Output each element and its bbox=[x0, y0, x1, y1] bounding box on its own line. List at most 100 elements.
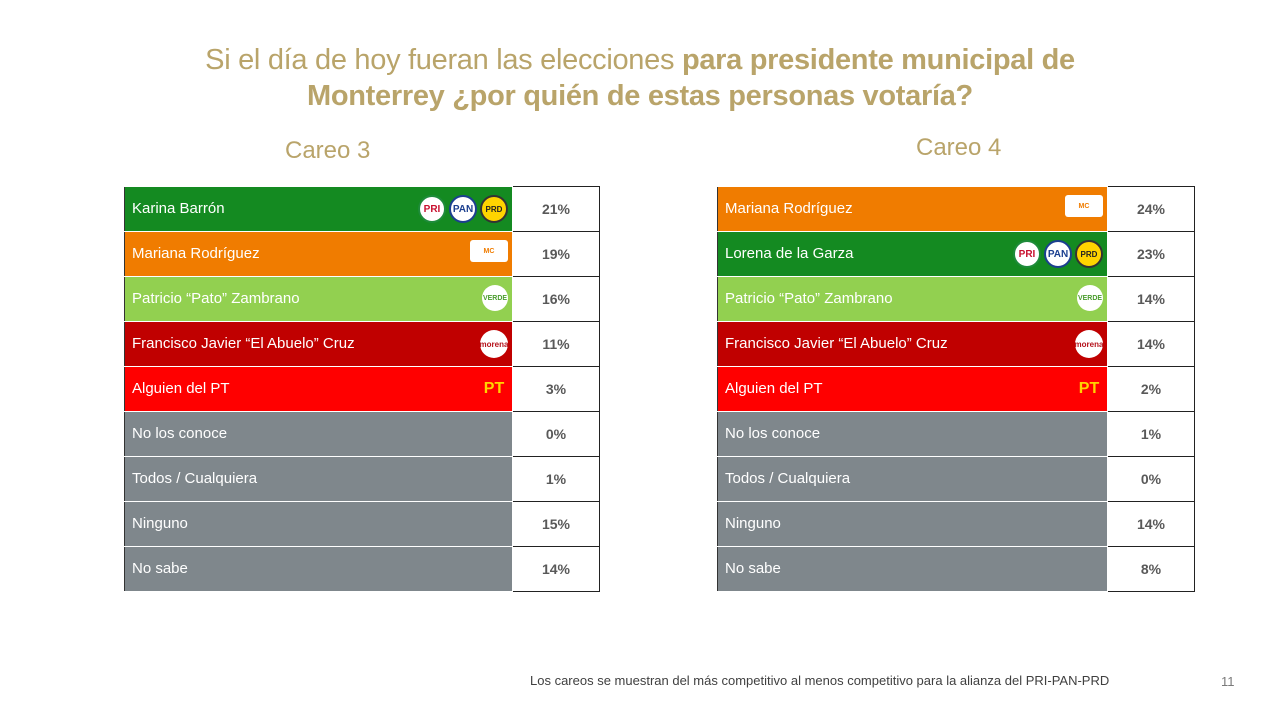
candidate-name: Mariana Rodríguez bbox=[132, 245, 260, 262]
table-row: Francisco Javier “El Abuelo” Cruz morena 1… bbox=[717, 321, 1195, 367]
candidate-name: No los conoce bbox=[132, 425, 228, 442]
candidate-cell: Karina Barrón PRI PAN PRD bbox=[124, 186, 513, 232]
percentage-value: 0% bbox=[512, 411, 600, 457]
footnote: Los careos se muestran del más competiti… bbox=[530, 673, 1110, 688]
candidate-cell: Alguien del PT PT bbox=[717, 366, 1108, 412]
page-title: Si el día de hoy fueran las elecciones p… bbox=[150, 42, 1130, 114]
party-logos: MC bbox=[470, 240, 508, 262]
percentage-value: 15% bbox=[512, 501, 600, 547]
pt-logo-icon: PT bbox=[483, 380, 505, 397]
table-row: Francisco Javier “El Abuelo” Cruz morena 1… bbox=[124, 321, 600, 367]
percentage-value: 24% bbox=[1107, 186, 1195, 232]
table-row: Ninguno 14% bbox=[717, 501, 1195, 547]
candidate-name: Francisco Javier “El Abuelo” Cruz bbox=[132, 335, 355, 352]
careo-4-title: Careo 4 bbox=[916, 134, 1002, 161]
candidate-cell: Alguien del PT PT bbox=[124, 366, 513, 412]
table-row: Mariana Rodríguez MC 19% bbox=[124, 231, 600, 277]
percentage-value: 14% bbox=[1107, 321, 1195, 367]
candidate-cell: Patricio “Pato” Zambrano VERDE bbox=[717, 276, 1108, 322]
pan-logo-icon: PAN bbox=[449, 195, 477, 223]
careo-3-title: Careo 3 bbox=[285, 137, 371, 164]
table-row: Ninguno 15% bbox=[124, 501, 600, 547]
candidate-name: Todos / Cualquiera bbox=[132, 470, 258, 487]
percentage-value: 14% bbox=[1107, 276, 1195, 322]
percentage-value: 11% bbox=[512, 321, 600, 367]
candidate-name: Ninguno bbox=[725, 515, 781, 532]
party-logos: morena bbox=[1075, 330, 1103, 358]
table-row: No los conoce 0% bbox=[124, 411, 600, 457]
pt-logo-icon: PT bbox=[1078, 380, 1100, 397]
candidate-name: Alguien del PT bbox=[725, 380, 823, 397]
title-bold-1: para presidente municipal de bbox=[681, 44, 1075, 76]
party-logos: MC bbox=[1065, 195, 1103, 217]
percentage-value: 21% bbox=[512, 186, 600, 232]
percentage-value: 2% bbox=[1107, 366, 1195, 412]
candidate-name: No sabe bbox=[132, 560, 188, 577]
table-row: Todos / Cualquiera 0% bbox=[717, 456, 1195, 502]
candidate-cell: No los conoce bbox=[717, 411, 1108, 457]
candidate-name: No sabe bbox=[725, 560, 781, 577]
table-row: Alguien del PT PT 2% bbox=[717, 366, 1195, 412]
candidate-cell: Mariana Rodríguez MC bbox=[717, 186, 1108, 232]
party-logos: VERDE bbox=[482, 285, 508, 311]
candidate-cell: Lorena de la Garza PRI PAN PRD bbox=[717, 231, 1108, 277]
percentage-value: 14% bbox=[1107, 501, 1195, 547]
candidate-cell: Mariana Rodríguez MC bbox=[124, 231, 513, 277]
candidate-name: No los conoce bbox=[725, 425, 821, 442]
prd-logo-icon: PRD bbox=[480, 195, 508, 223]
candidate-name: Todos / Cualquiera bbox=[725, 470, 851, 487]
percentage-value: 1% bbox=[512, 456, 600, 502]
prd-logo-icon: PRD bbox=[1075, 240, 1103, 268]
pri-logo-icon: PRI bbox=[1013, 240, 1041, 268]
table-row: Alguien del PT PT 3% bbox=[124, 366, 600, 412]
percentage-value: 3% bbox=[512, 366, 600, 412]
title-normal: Si el día de hoy fueran las elecciones bbox=[205, 44, 682, 76]
table-row: No sabe 14% bbox=[124, 546, 600, 592]
party-logos: morena bbox=[480, 330, 508, 358]
percentage-value: 19% bbox=[512, 231, 600, 277]
table-row: Lorena de la Garza PRI PAN PRD 23% bbox=[717, 231, 1195, 277]
candidate-cell: Francisco Javier “El Abuelo” Cruz morena bbox=[124, 321, 513, 367]
table-row: No los conoce 1% bbox=[717, 411, 1195, 457]
movimiento-ciudadano-logo-icon: MC bbox=[470, 240, 508, 262]
verde-logo-icon: VERDE bbox=[1077, 285, 1103, 311]
verde-logo-icon: VERDE bbox=[482, 285, 508, 311]
morena-logo-icon: morena bbox=[480, 330, 508, 358]
pan-logo-icon: PAN bbox=[1044, 240, 1072, 268]
candidate-name: Karina Barrón bbox=[132, 200, 225, 217]
candidate-cell: No sabe bbox=[717, 546, 1108, 592]
percentage-value: 14% bbox=[512, 546, 600, 592]
title-bold-2: Monterrey ¿por quién de estas personas v… bbox=[307, 80, 973, 112]
party-logos: VERDE bbox=[1077, 285, 1103, 311]
percentage-value: 0% bbox=[1107, 456, 1195, 502]
candidate-cell: Ninguno bbox=[717, 501, 1108, 547]
party-logos: PRI PAN PRD bbox=[418, 195, 508, 223]
party-logos: PRI PAN PRD bbox=[1013, 240, 1103, 268]
morena-logo-icon: morena bbox=[1075, 330, 1103, 358]
candidate-cell: Patricio “Pato” Zambrano VERDE bbox=[124, 276, 513, 322]
table-row: Karina Barrón PRI PAN PRD 21% bbox=[124, 186, 600, 232]
table-row: Mariana Rodríguez MC 24% bbox=[717, 186, 1195, 232]
party-logos: PT bbox=[1075, 375, 1103, 403]
pri-logo-icon: PRI bbox=[418, 195, 446, 223]
careo-3-table: Karina Barrón PRI PAN PRD 21% Mariana Rodrígu… bbox=[124, 186, 600, 592]
percentage-value: 1% bbox=[1107, 411, 1195, 457]
table-row: Patricio “Pato” Zambrano VERDE 14% bbox=[717, 276, 1195, 322]
candidate-cell: Todos / Cualquiera bbox=[124, 456, 513, 502]
candidate-name: Ninguno bbox=[132, 515, 188, 532]
candidate-name: Patricio “Pato” Zambrano bbox=[725, 290, 893, 307]
candidate-cell: Todos / Cualquiera bbox=[717, 456, 1108, 502]
candidate-name: Alguien del PT bbox=[132, 380, 230, 397]
percentage-value: 8% bbox=[1107, 546, 1195, 592]
careo-4-table: Mariana Rodríguez MC 24% Lorena de la Garza… bbox=[717, 186, 1195, 592]
candidate-cell: No los conoce bbox=[124, 411, 513, 457]
movimiento-ciudadano-logo-icon: MC bbox=[1065, 195, 1103, 217]
candidate-name: Mariana Rodríguez bbox=[725, 200, 853, 217]
party-logos: PT bbox=[480, 375, 508, 403]
candidate-cell: No sabe bbox=[124, 546, 513, 592]
candidate-name: Francisco Javier “El Abuelo” Cruz bbox=[725, 335, 948, 352]
candidate-name: Lorena de la Garza bbox=[725, 245, 854, 262]
table-row: Patricio “Pato” Zambrano VERDE 16% bbox=[124, 276, 600, 322]
percentage-value: 23% bbox=[1107, 231, 1195, 277]
candidate-cell: Francisco Javier “El Abuelo” Cruz morena bbox=[717, 321, 1108, 367]
